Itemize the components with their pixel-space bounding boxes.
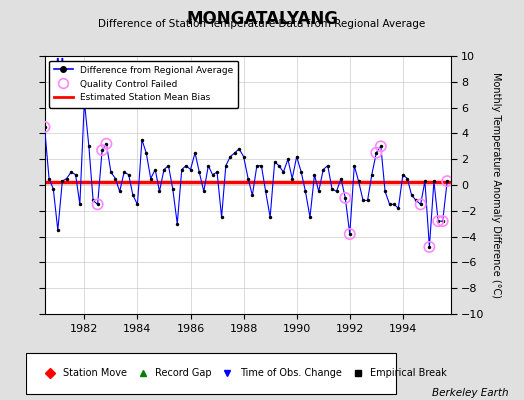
Point <box>439 218 447 224</box>
Point <box>425 244 433 250</box>
Point <box>93 201 102 208</box>
Point <box>102 140 111 147</box>
Point <box>346 231 354 237</box>
Point <box>377 143 385 150</box>
Text: Difference of Station Temperature Data from Regional Average: Difference of Station Temperature Data f… <box>99 19 425 29</box>
Point <box>98 147 106 153</box>
Legend: Station Move, Record Gap, Time of Obs. Change, Empirical Break: Station Move, Record Gap, Time of Obs. C… <box>38 365 450 381</box>
Point <box>417 201 425 208</box>
Point <box>434 218 442 224</box>
Y-axis label: Monthly Temperature Anomaly Difference (°C): Monthly Temperature Anomaly Difference (… <box>491 72 501 298</box>
FancyBboxPatch shape <box>26 353 396 394</box>
Point <box>341 195 350 201</box>
Point <box>372 150 380 156</box>
Text: Berkeley Earth: Berkeley Earth <box>432 388 508 398</box>
Point <box>80 98 89 104</box>
Text: MONGATALYANG: MONGATALYANG <box>186 10 338 28</box>
Legend: Difference from Regional Average, Quality Control Failed, Estimated Station Mean: Difference from Regional Average, Qualit… <box>49 60 238 108</box>
Point <box>443 178 451 184</box>
Point <box>40 124 49 130</box>
